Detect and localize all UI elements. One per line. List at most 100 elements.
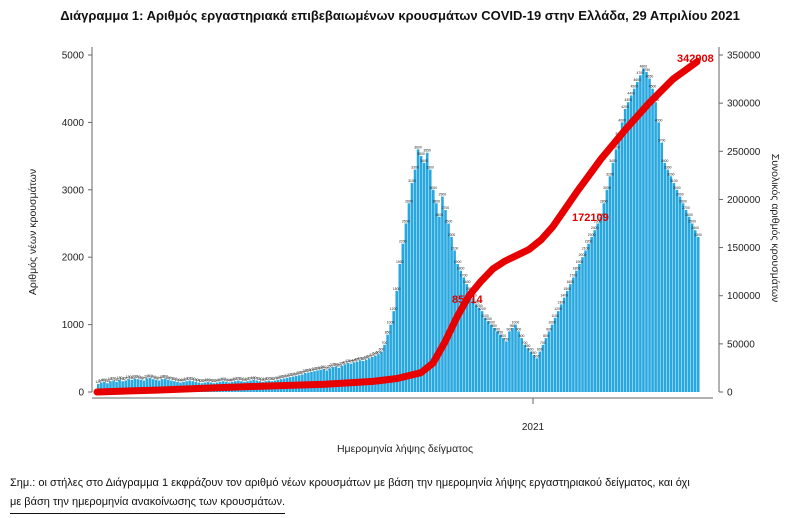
- chart-canvas: 1201401501301601701501801601701901802001…: [27, 47, 781, 455]
- bar-value-label: 180: [165, 376, 171, 380]
- left-axis-tick-label: 5000: [62, 51, 85, 62]
- bar-value-label: 3000: [603, 186, 611, 190]
- left-axis-tick-label: 2000: [62, 253, 85, 264]
- bar: [617, 135, 621, 392]
- footnote: Σημ.: οι στήλες στο Διάγραμμα 1 εκφράζου…: [10, 474, 790, 514]
- bar-value-label: 2800: [679, 199, 687, 203]
- bar-value-label: 190: [135, 375, 141, 379]
- right-axis-title: Συνολικός αριθμός κρουσμάτων: [769, 154, 781, 303]
- bar-value-label: 540: [373, 352, 379, 356]
- right-axis-tick-label: 50000: [727, 339, 755, 350]
- bar: [480, 311, 484, 392]
- bar-value-label: 4500: [630, 85, 638, 89]
- cumulative-annotation: 342908: [677, 53, 714, 65]
- bar-value-label: 180: [129, 376, 135, 380]
- bar-value-label: 190: [159, 375, 165, 379]
- bar: [395, 290, 399, 392]
- bar-value-label: 1900: [576, 260, 584, 264]
- bar: [623, 108, 627, 393]
- bar-value-label: 200: [281, 375, 287, 379]
- bar-value-label: 180: [251, 376, 257, 380]
- bar: [407, 203, 411, 392]
- bar: [432, 189, 435, 392]
- bar: [517, 331, 520, 392]
- bar-value-label: 140: [98, 379, 104, 383]
- bar: [526, 348, 529, 392]
- bar-value-label: 950: [491, 324, 497, 328]
- bar: [459, 270, 462, 392]
- bar-value-label: 290: [306, 368, 312, 372]
- bar: [100, 382, 103, 392]
- bar: [663, 162, 667, 392]
- bar: [468, 290, 472, 392]
- bar-value-label: 200: [132, 375, 138, 379]
- bar: [164, 378, 167, 392]
- bar-value-label: 2000: [579, 253, 587, 257]
- bar-value-label: 1600: [463, 280, 471, 284]
- bar: [620, 122, 624, 393]
- bar-value-label: 1900: [396, 260, 404, 264]
- bar-value-label: 3400: [420, 159, 428, 163]
- bar: [596, 223, 600, 392]
- bar-value-label: 180: [153, 376, 159, 380]
- bar-value-label: 300: [309, 368, 315, 372]
- bar-value-label: 2400: [591, 226, 599, 230]
- bar-value-label: 150: [193, 378, 199, 382]
- bar: [392, 311, 395, 392]
- bar-value-label: 1500: [393, 287, 401, 291]
- bar-value-label: 330: [318, 366, 324, 370]
- cumulative-annotation: 172109: [572, 212, 609, 224]
- bar-value-label: 2900: [676, 193, 684, 197]
- bar: [611, 162, 615, 392]
- bar-value-label: 1500: [563, 287, 571, 291]
- bar: [365, 359, 368, 392]
- bar-value-label: 2500: [688, 220, 696, 224]
- bar-value-label: 160: [269, 377, 275, 381]
- bar: [154, 379, 158, 392]
- bar-value-label: 4500: [649, 85, 657, 89]
- bar: [334, 366, 338, 392]
- bar-value-label: 4000: [655, 118, 663, 122]
- bar-value-label: 160: [190, 377, 196, 381]
- cumulative-cases-line: [93, 58, 701, 396]
- bar: [404, 223, 408, 392]
- bar-value-label: 150: [223, 378, 229, 382]
- bar: [550, 324, 554, 392]
- bar-value-label: 800: [500, 334, 506, 338]
- bar-value-label: 170: [156, 377, 162, 381]
- bar-value-label: 460: [360, 357, 366, 361]
- bar: [547, 331, 551, 392]
- bar-value-label: 1900: [454, 260, 462, 264]
- bar-value-label: 3600: [612, 145, 620, 149]
- bar-value-label: 1100: [551, 314, 558, 318]
- bar-value-label: 3300: [426, 166, 434, 170]
- bar-value-label: 700: [522, 341, 528, 345]
- bar-value-label: 140: [196, 379, 202, 383]
- bar-value-label: 380: [333, 362, 339, 366]
- bar: [371, 356, 374, 392]
- bar: [127, 379, 131, 392]
- bar-value-label: 2600: [436, 213, 444, 217]
- bar: [447, 223, 450, 392]
- bar-value-label: 130: [199, 379, 205, 383]
- bar: [492, 327, 496, 392]
- bar-value-label: 850: [497, 331, 503, 335]
- bar: [556, 311, 560, 392]
- bar-value-label: 130: [105, 379, 111, 383]
- bar-value-label: 1300: [557, 300, 565, 304]
- bar: [331, 367, 335, 392]
- bar: [538, 351, 542, 392]
- bar: [636, 81, 639, 393]
- bar-value-label: 3000: [429, 186, 437, 190]
- bar-value-label: 150: [114, 378, 120, 382]
- bar: [590, 236, 593, 392]
- bar-value-label: 750: [503, 337, 509, 341]
- bar-value-label: 120: [95, 380, 101, 384]
- bar: [377, 354, 380, 392]
- bar-value-label: 4700: [637, 71, 645, 75]
- bar: [605, 189, 609, 392]
- bar-value-label: 800: [519, 334, 525, 338]
- bar-value-label: 1300: [472, 300, 480, 304]
- bar: [614, 149, 618, 392]
- bar: [145, 378, 149, 392]
